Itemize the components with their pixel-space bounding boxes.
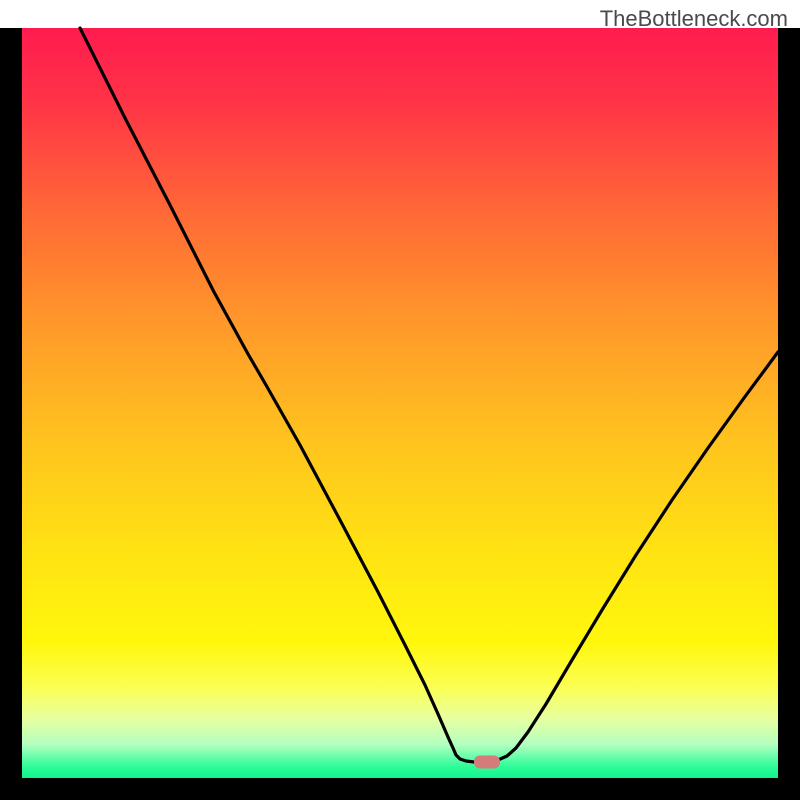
border-bottom bbox=[0, 778, 800, 800]
watermark-text: TheBottleneck.com bbox=[600, 6, 788, 32]
bottleneck-chart: TheBottleneck.com bbox=[0, 0, 800, 800]
chart-svg bbox=[0, 0, 800, 800]
border-left bbox=[0, 28, 22, 800]
bottleneck-curve bbox=[80, 28, 778, 762]
minimum-marker bbox=[474, 756, 500, 769]
border-right bbox=[778, 28, 800, 800]
plot-background bbox=[22, 28, 778, 778]
